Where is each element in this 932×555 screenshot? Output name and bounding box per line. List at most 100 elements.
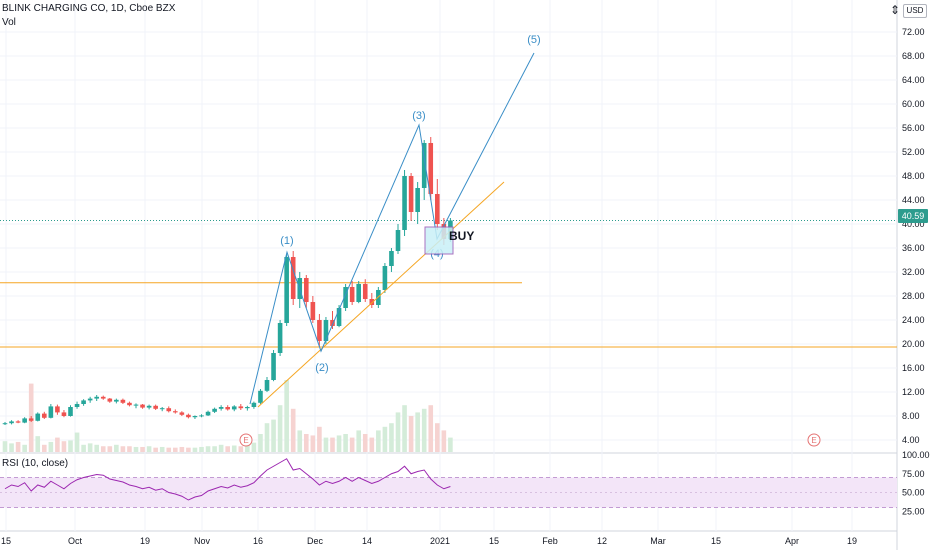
candle-body (284, 257, 289, 323)
candle-body (87, 398, 93, 401)
volume-bar (245, 444, 250, 452)
candle-body (179, 412, 185, 415)
volume-bar (264, 423, 270, 452)
candle-body (15, 421, 21, 423)
currency-badge[interactable]: USD (903, 4, 927, 18)
rsi-indicator-label[interactable]: RSI (10, close) (2, 458, 69, 469)
candle-body (258, 390, 263, 403)
wave-label: (2) (315, 362, 328, 374)
time-tick-label: 15 (489, 536, 499, 546)
volume-bar (408, 416, 414, 452)
price-tick-label: 72.00 (902, 27, 925, 37)
time-tick-label: Dec (307, 536, 324, 546)
volume-bar (48, 441, 54, 452)
volume-bar (369, 437, 375, 452)
volume-bar (336, 435, 342, 452)
rsi-tick-label: 25.00 (902, 506, 925, 516)
price-tick-label: 8.00 (902, 411, 920, 421)
volume-bar (120, 446, 126, 452)
candle-body (290, 257, 296, 299)
price-tick-label: 24.00 (902, 315, 925, 325)
volume-bar (166, 447, 172, 452)
candle-body (186, 414, 191, 418)
candle-body (317, 320, 322, 341)
rsi-band (0, 477, 897, 508)
volume-bar (448, 437, 453, 452)
volume-bar (127, 446, 132, 452)
candle-body (2, 423, 8, 425)
candle-body (153, 405, 158, 409)
candle-body (81, 400, 86, 404)
volume-bar (395, 412, 401, 452)
candle-body (199, 415, 204, 417)
candle-body (107, 398, 113, 402)
time-tick-label: 15 (1, 536, 11, 546)
time-tick-label: 16 (253, 536, 263, 546)
volume-bar (107, 446, 113, 452)
time-tick-label: 12 (597, 536, 607, 546)
price-tick-label: 56.00 (902, 123, 925, 133)
price-tick-label: 44.00 (902, 195, 925, 205)
time-tick-label: Oct (68, 536, 83, 546)
volume-bar (186, 447, 191, 452)
candle-body (402, 176, 407, 230)
volume-bar (225, 446, 230, 452)
candle-body (330, 320, 335, 326)
price-tick-label: 32.00 (902, 267, 925, 277)
volume-bar (402, 405, 407, 452)
volume-bar (415, 412, 420, 452)
candle-body (356, 284, 361, 302)
scale-controls: ⇕ USD (888, 2, 928, 18)
volume-indicator-label[interactable]: Vol (2, 17, 16, 28)
time-tick-label: 2021 (430, 536, 450, 546)
volume-bar (356, 430, 361, 452)
volume-bar (297, 430, 303, 452)
wave-label: (1) (280, 235, 293, 247)
candle-body (251, 402, 257, 407)
candle-body (336, 308, 342, 326)
candle-body (68, 407, 73, 416)
symbol-title[interactable]: BLINK CHARGING CO, 1D, Cboe BZX (2, 3, 176, 14)
volume-bar (173, 447, 178, 452)
candle-body (389, 251, 394, 266)
candle-body (218, 407, 224, 409)
volume-bar (304, 434, 309, 452)
candle-body (94, 396, 99, 399)
volume-bar (330, 437, 335, 452)
trendline (257, 181, 505, 408)
volume-bar (199, 446, 204, 452)
volume-bar (376, 430, 381, 452)
buy-label: BUY (449, 229, 474, 243)
scale-icon[interactable]: ⇕ (889, 3, 901, 17)
earnings-marker-circle (239, 433, 253, 447)
candle-body (304, 278, 309, 302)
candle-body (415, 188, 420, 212)
volume-bar (22, 444, 27, 452)
volume-bar (435, 423, 440, 452)
volume-bar (389, 423, 394, 452)
volume-bar (238, 446, 244, 452)
elliott-wave-path (249, 52, 535, 405)
volume-bar (114, 444, 119, 452)
time-tick-label: 19 (140, 536, 150, 546)
candle-body (22, 418, 27, 423)
candle-body (310, 302, 316, 320)
volume-bar (428, 405, 434, 452)
candle-body (245, 407, 250, 409)
volume-bar (317, 426, 322, 452)
candle-body (428, 143, 434, 194)
candle-body (61, 412, 67, 416)
price-tick-label: 52.00 (902, 147, 925, 157)
time-tick-label: Mar (650, 536, 666, 546)
candle-body (120, 399, 126, 403)
candle-body (114, 399, 119, 402)
volume-bar (42, 444, 47, 452)
candle-body (100, 396, 106, 399)
volume-bar (140, 446, 145, 452)
candle-body (127, 402, 132, 406)
price-tick-label: 16.00 (902, 363, 925, 373)
candle-body (35, 413, 41, 421)
candle-body (238, 406, 244, 409)
